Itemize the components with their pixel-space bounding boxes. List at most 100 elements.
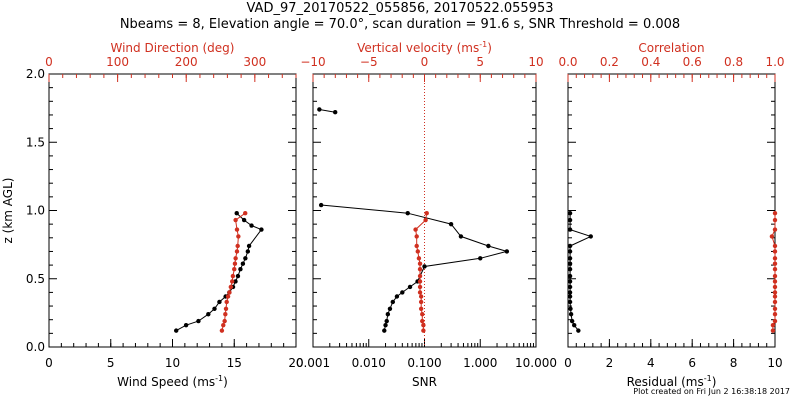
data-point <box>223 312 228 317</box>
x-bottom-tick-label: 15 <box>227 356 242 370</box>
plot-frame <box>312 73 537 348</box>
data-point <box>223 306 229 311</box>
data-point <box>227 290 232 295</box>
data-point <box>569 318 575 324</box>
x-bottom-tick-label: 5 <box>107 356 115 370</box>
data-point <box>772 243 778 249</box>
y-tick-label: 1.5 <box>26 135 45 149</box>
x-top-tick-label: 200 <box>175 55 198 69</box>
data-point <box>576 328 581 333</box>
data-point <box>421 328 426 333</box>
x-bottom-tick-label: 2 <box>606 356 614 370</box>
x-top-tick-label: 0.4 <box>641 55 660 69</box>
x-top-tick-label: 5 <box>476 55 484 69</box>
x-top-tick-label: 10 <box>528 55 543 69</box>
data-point <box>417 279 423 284</box>
x-bottom-tick-label: 10 <box>165 356 180 370</box>
data-point <box>418 306 424 311</box>
x-bottom-axis-label: SNR <box>412 375 437 389</box>
data-point <box>567 261 573 266</box>
data-point <box>567 211 573 216</box>
data-point <box>417 266 423 272</box>
data-point <box>245 249 251 254</box>
x-top-tick-label: 1.0 <box>765 55 784 69</box>
data-point <box>772 273 778 279</box>
series-top-axis <box>769 211 778 333</box>
data-point <box>196 318 201 324</box>
y-tick-label: 2.0 <box>26 67 45 81</box>
y-tick-label: 1.0 <box>26 204 45 218</box>
series-bottom-axis <box>317 107 510 333</box>
data-point <box>772 217 778 223</box>
data-point <box>394 294 400 299</box>
data-point <box>228 284 234 290</box>
x-bottom-tick-label: 0 <box>564 356 572 370</box>
x-bottom-tick-label: 8 <box>730 356 738 370</box>
x-bottom-axis-label: Wind Speed (ms-1) <box>117 374 228 389</box>
panel-1: 0.00.51.01.52.0z (km AGL)0 5 10 15 200 100 200… <box>1 55 304 370</box>
data-point <box>417 273 423 279</box>
panel-2: 0.001 0.010 0.100 1.000 10.000 −10 −5 0 5 10 <box>296 55 557 370</box>
data-point <box>588 234 593 239</box>
x-top-tick-label: 0.0 <box>558 55 577 69</box>
data-point <box>567 217 573 223</box>
series-top-axis <box>413 211 429 333</box>
data-point <box>206 312 211 317</box>
data-point <box>390 299 395 305</box>
x-bottom-tick-label: 20 <box>288 356 303 370</box>
data-point <box>568 312 574 317</box>
x-bottom-tick-label: 0.100 <box>407 356 441 370</box>
data-point <box>243 211 248 216</box>
data-point <box>382 328 387 333</box>
data-point <box>230 273 236 279</box>
data-point <box>385 312 391 317</box>
x-bottom-tick-label: 10 <box>767 356 782 370</box>
data-point <box>417 290 423 295</box>
x-top-tick-label: 0.6 <box>683 55 702 69</box>
data-point <box>318 202 324 208</box>
x-bottom-axis-label: Residual (ms-1) <box>627 374 717 389</box>
x-top-tick-label: −5 <box>360 55 378 69</box>
y-axis-label: z (km AGL) <box>1 178 15 244</box>
data-point <box>183 322 189 328</box>
data-point <box>772 294 778 299</box>
data-point <box>405 211 410 216</box>
data-point <box>416 256 422 261</box>
data-point <box>241 217 247 223</box>
series-line <box>319 109 336 113</box>
data-point <box>567 256 573 261</box>
data-point <box>420 318 425 324</box>
data-point <box>486 243 491 249</box>
data-point <box>567 284 573 290</box>
series-line <box>569 213 593 331</box>
data-point <box>233 279 238 284</box>
data-point <box>504 249 510 254</box>
plot-frame <box>48 73 297 348</box>
data-point <box>235 243 240 249</box>
data-point <box>222 318 227 324</box>
data-point <box>219 328 225 333</box>
x-bottom-tick-label: 0.010 <box>352 356 386 370</box>
data-point <box>229 279 235 284</box>
data-point <box>243 256 248 261</box>
data-point <box>567 227 573 232</box>
data-point <box>232 261 238 266</box>
data-point <box>417 261 423 266</box>
data-point <box>772 261 778 266</box>
data-point <box>383 322 388 328</box>
data-point <box>772 312 778 317</box>
x-bottom-tick-label: 6 <box>688 356 696 370</box>
data-point <box>772 318 778 324</box>
data-point <box>240 261 246 266</box>
data-point <box>317 107 322 112</box>
data-point <box>407 284 413 290</box>
data-point <box>221 322 226 328</box>
data-point <box>772 227 778 232</box>
data-point <box>458 234 464 239</box>
series-line <box>321 204 509 331</box>
data-point <box>422 264 427 269</box>
x-top-tick-label: 100 <box>106 55 129 69</box>
data-point <box>567 299 573 305</box>
x-bottom-tick-label: 10.000 <box>515 356 557 370</box>
data-point <box>246 243 252 249</box>
